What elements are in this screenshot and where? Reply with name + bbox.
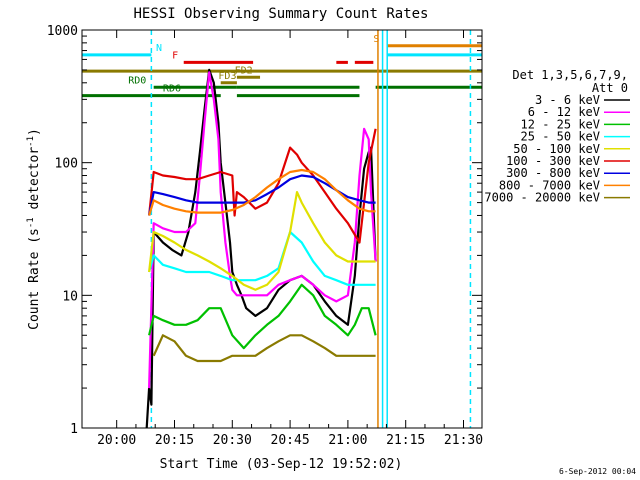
series-line-7 bbox=[148, 168, 376, 216]
y-axis-label-rest: detector bbox=[27, 147, 42, 218]
legend-label-7: 800 - 7000 keV bbox=[499, 178, 600, 192]
flag-label-0: N bbox=[156, 43, 162, 54]
x-tick-label-0: 20:00 bbox=[97, 433, 136, 448]
legend-label-5: 100 - 300 keV bbox=[506, 154, 600, 168]
x-axis: 20:00 20:15 20:30 20:45 21:00 21:15 21:30 bbox=[97, 30, 483, 448]
y-axis-label-main: Count Rate (s bbox=[27, 228, 42, 330]
series-line-1 bbox=[148, 71, 377, 389]
series-lines bbox=[145, 68, 377, 429]
y-tick-label-0: 1 bbox=[70, 422, 78, 437]
x-axis-label: Start Time (03-Sep-12 19:52:02) bbox=[160, 457, 403, 472]
flag-label-5: FD2 bbox=[235, 65, 253, 76]
flag-label-6: FD3 bbox=[218, 71, 236, 82]
legend-header-line-2: Att 0 bbox=[592, 81, 628, 95]
y-axis-label-sup2: -1 bbox=[26, 136, 36, 147]
series-line-6 bbox=[148, 174, 376, 216]
y-tick-label-3: 1000 bbox=[47, 24, 78, 39]
y-axis-label: Count Rate (s-1 detector-1) bbox=[26, 128, 42, 330]
chart-title: HESSI Observing Summary Count Rates bbox=[133, 6, 428, 22]
legend-label-3: 25 - 50 keV bbox=[521, 130, 600, 144]
x-tick-label-1: 20:15 bbox=[155, 433, 194, 448]
flag-label-3: F bbox=[172, 50, 178, 61]
flag-label-8: RD6 bbox=[163, 84, 181, 95]
y-axis: 1 10 100 1000 bbox=[47, 24, 482, 437]
x-tick-label-5: 21:15 bbox=[386, 433, 425, 448]
x-tick-label-3: 20:45 bbox=[271, 433, 310, 448]
series-line-8 bbox=[152, 334, 376, 363]
vertical-markers bbox=[150, 30, 472, 428]
legend-label-8: 7000 - 20000 keV bbox=[484, 191, 600, 205]
x-tick-label-4: 21:00 bbox=[328, 433, 367, 448]
series-line-3 bbox=[148, 230, 376, 286]
series-line-5 bbox=[148, 128, 377, 244]
y-tick-label-1: 10 bbox=[62, 289, 78, 304]
x-tick-label-2: 20:30 bbox=[213, 433, 252, 448]
legend-label-6: 300 - 800 keV bbox=[506, 166, 600, 180]
flag-label-7: RD0 bbox=[128, 75, 146, 86]
y-tick-label-2: 100 bbox=[55, 157, 78, 172]
legend-label-2: 12 - 25 keV bbox=[521, 117, 600, 131]
legend-label-0: 3 - 6 keV bbox=[535, 93, 600, 107]
y-axis-label-close: ) bbox=[27, 128, 42, 136]
y-axis-label-sup: -1 bbox=[26, 217, 36, 228]
flag-label-1: S bbox=[373, 34, 379, 45]
legend-label-4: 50 - 100 keV bbox=[513, 142, 600, 156]
legend-header-line-1: Det 1,3,5,6,7,9, bbox=[512, 68, 628, 82]
date-stamp: 6-Sep-2012 00:04 bbox=[559, 467, 636, 476]
series-line-2 bbox=[148, 283, 377, 350]
x-tick-label-6: 21:30 bbox=[444, 433, 483, 448]
plot-frame bbox=[81, 29, 483, 429]
series-line-4 bbox=[148, 191, 376, 291]
legend-label-1: 6 - 12 keV bbox=[528, 105, 600, 119]
